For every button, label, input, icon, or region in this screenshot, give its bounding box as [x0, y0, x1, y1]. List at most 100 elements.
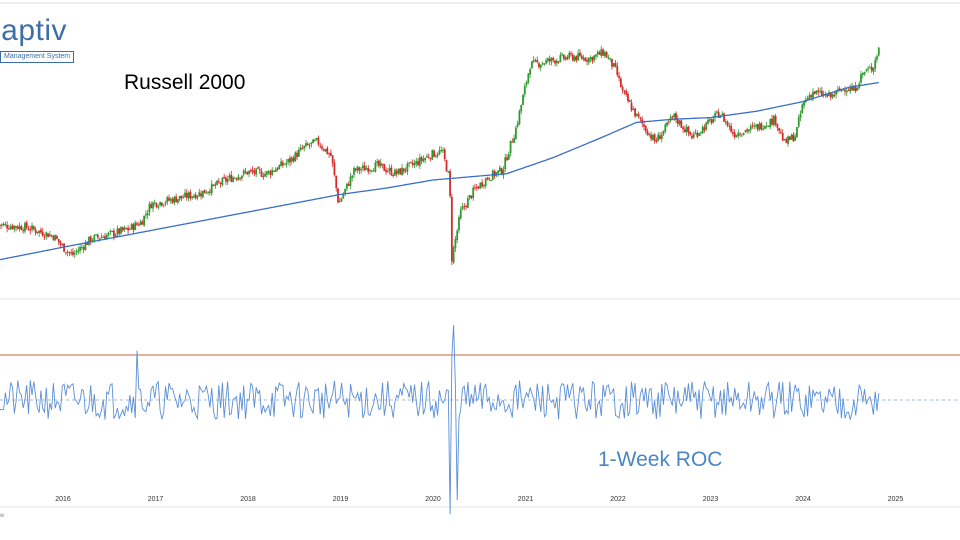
- price-candle: [632, 109, 635, 111]
- price-candle: [260, 171, 263, 177]
- price-candle: [171, 198, 174, 203]
- price-candle: [854, 85, 857, 92]
- price-candle: [525, 82, 528, 85]
- price-candle: [118, 228, 121, 234]
- price-candle: [532, 59, 535, 62]
- price-candle: [488, 178, 491, 180]
- price-candle: [758, 123, 761, 130]
- price-candle: [792, 134, 795, 142]
- price-candle: [223, 176, 226, 179]
- price-candle: [598, 52, 601, 55]
- price-candle: [253, 170, 256, 174]
- price-candle: [402, 168, 405, 172]
- price-candle: [716, 111, 718, 113]
- price-candle: [666, 122, 668, 126]
- price-candle: [660, 134, 663, 140]
- price-candle: [468, 195, 471, 198]
- price-candle: [112, 230, 115, 237]
- price-candle: [146, 213, 149, 216]
- price-candle: [659, 135, 661, 140]
- price-candle: [502, 169, 505, 176]
- price-candle: [194, 194, 197, 199]
- price-candle: [568, 52, 571, 58]
- price-candle: [554, 60, 556, 64]
- price-candle: [408, 162, 411, 164]
- price-candle: [461, 206, 464, 210]
- price-candle: [43, 236, 46, 238]
- price-candle: [726, 121, 729, 126]
- price-candle: [148, 203, 151, 213]
- price-candle: [128, 228, 131, 230]
- price-candle: [193, 195, 195, 198]
- price-candle: [196, 196, 199, 198]
- price-panel: [0, 45, 880, 266]
- x-tick-label: 2021: [518, 496, 534, 503]
- price-candle: [433, 150, 435, 157]
- price-candle: [376, 161, 379, 163]
- moving-average-line: [0, 81, 879, 261]
- roc-line: [0, 324, 880, 515]
- price-candle: [189, 191, 192, 199]
- price-candle: [682, 127, 685, 130]
- x-tick-label: 2020: [425, 496, 441, 503]
- price-candle: [130, 223, 133, 230]
- price-candle: [96, 234, 99, 238]
- price-candle: [4, 223, 7, 225]
- price-candle: [835, 90, 837, 95]
- price-candle: [778, 127, 781, 131]
- price-candle: [269, 171, 272, 175]
- price-candle: [596, 51, 599, 55]
- x-tick-label: 2017: [148, 496, 164, 503]
- price-candle: [9, 226, 12, 229]
- price-candle: [836, 89, 839, 91]
- price-candle: [241, 175, 243, 179]
- price-candle: [785, 138, 788, 143]
- roc-panel: [0, 324, 960, 515]
- price-candle: [812, 92, 814, 98]
- price-candle: [367, 168, 370, 172]
- price-candle: [826, 94, 829, 97]
- price-candle: [564, 57, 567, 60]
- price-candle: [683, 128, 686, 133]
- price-candle: [497, 170, 500, 174]
- price-candle: [329, 152, 332, 156]
- price-candle: [755, 125, 757, 127]
- price-candle: [66, 251, 69, 253]
- x-tick-label: 2025: [888, 496, 904, 503]
- price-chart-title: Russell 2000: [124, 71, 246, 94]
- price-candle: [593, 55, 596, 61]
- price-candle: [166, 197, 169, 203]
- price-candle: [209, 191, 211, 193]
- price-candle: [185, 192, 188, 198]
- price-candle: [847, 90, 850, 92]
- price-candle: [587, 57, 590, 63]
- price-candle: [235, 178, 238, 180]
- price-candle: [685, 127, 688, 132]
- price-candle: [447, 171, 450, 173]
- price-candle: [760, 123, 763, 130]
- price-candle: [404, 170, 407, 172]
- price-candle: [531, 61, 533, 69]
- price-candle: [80, 246, 83, 248]
- price-candle: [514, 127, 517, 139]
- price-candle: [628, 100, 631, 102]
- source-note: w: [0, 513, 5, 519]
- x-tick-label: 2018: [240, 496, 256, 503]
- price-candle: [744, 130, 747, 132]
- price-candle: [714, 113, 717, 118]
- price-candle: [68, 251, 71, 253]
- price-candle: [57, 238, 60, 243]
- price-candle: [614, 63, 617, 67]
- price-candle: [326, 147, 329, 154]
- price-candle: [184, 192, 186, 197]
- price-candle: [627, 93, 629, 101]
- price-candle: [93, 235, 96, 242]
- price-candle: [746, 129, 749, 132]
- price-candle: [701, 126, 704, 134]
- price-candle: [539, 64, 542, 68]
- price-candle: [737, 132, 740, 136]
- price-candle: [477, 186, 480, 189]
- price-candle: [297, 149, 300, 157]
- price-candle: [301, 148, 304, 150]
